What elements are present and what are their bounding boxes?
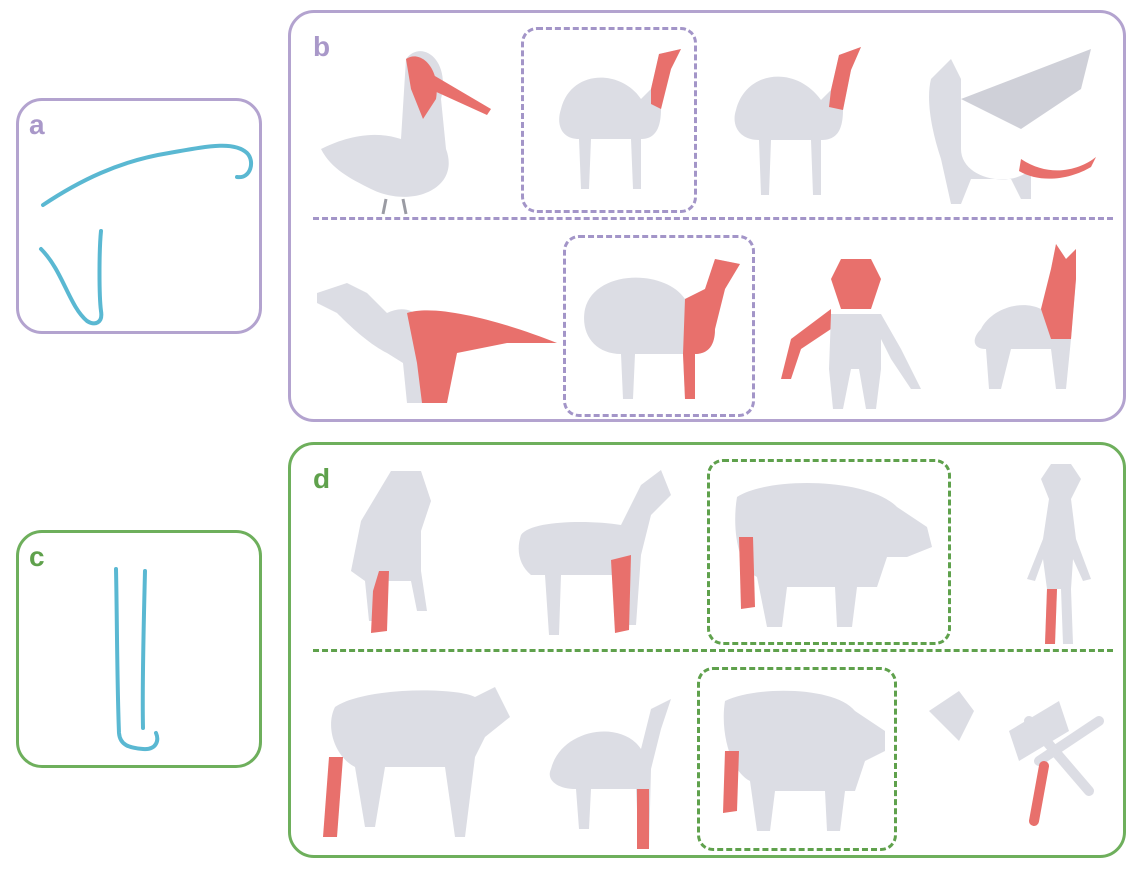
ogre-figure-shape	[781, 259, 921, 409]
camel-shape	[734, 47, 861, 195]
pelican-shape	[321, 51, 491, 215]
panel-a-label: a	[29, 109, 45, 140]
panel-b-label: b	[313, 31, 331, 62]
retrieval-highlight-frame	[697, 667, 897, 851]
retrieval-highlight-frame	[563, 235, 755, 417]
panel-d-label: d	[313, 463, 331, 494]
horse-shape	[518, 470, 671, 635]
camel-shape	[584, 259, 740, 399]
elf-figure-shape	[1027, 464, 1091, 644]
row-divider	[313, 217, 1113, 220]
camel-shape	[559, 49, 681, 189]
bull-shape	[735, 483, 932, 627]
bull-shape	[723, 690, 885, 831]
panel-c: c	[16, 530, 262, 768]
sketch-neck-head	[39, 143, 254, 326]
trex-shape	[317, 283, 557, 403]
retrieval-highlight-frame	[521, 27, 697, 213]
row-divider	[313, 649, 1113, 652]
panel-d: d	[288, 442, 1126, 858]
panel-c-label: c	[29, 541, 45, 572]
camel-shape	[549, 699, 671, 849]
calf-shape	[323, 687, 510, 837]
panel-a: a	[16, 98, 262, 334]
office-chair-shape	[929, 691, 1104, 826]
retrieval-highlight-frame	[707, 459, 951, 645]
panel-b: b	[288, 10, 1126, 422]
dog-shape	[351, 471, 431, 633]
llama-shape	[974, 244, 1076, 389]
sketch-leg	[114, 567, 160, 752]
dragon-shape	[929, 49, 1096, 204]
